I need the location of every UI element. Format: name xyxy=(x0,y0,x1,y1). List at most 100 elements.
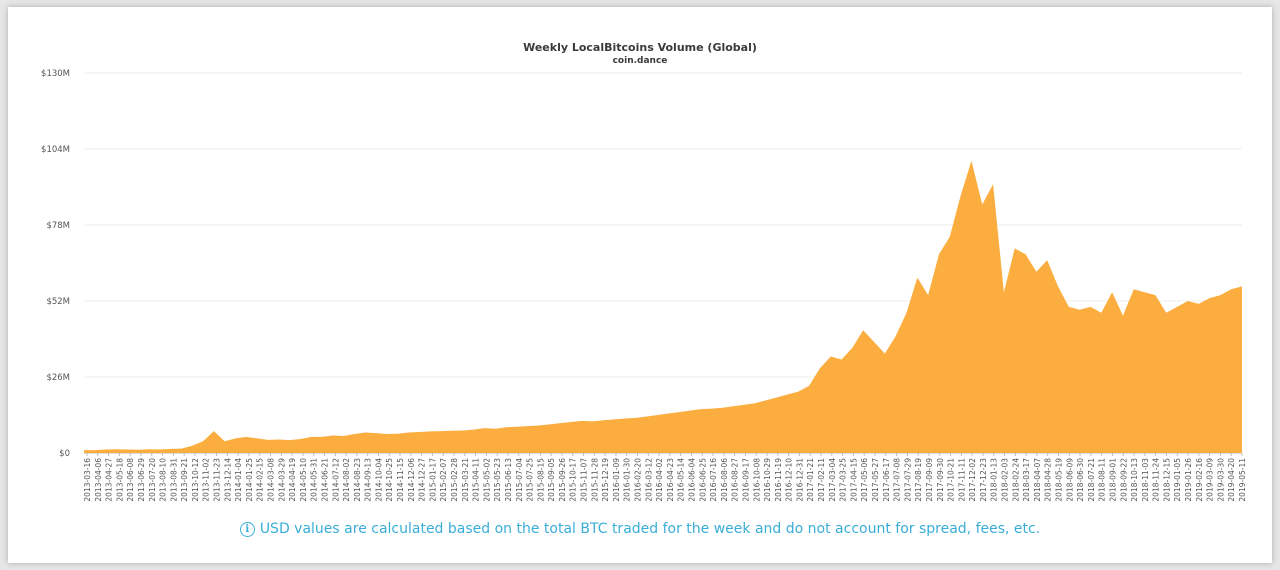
x-tick-label: 2015-06-13 xyxy=(504,458,513,502)
y-tick-label: $78M xyxy=(46,221,70,231)
x-tick-label: 2018-07-21 xyxy=(1087,458,1096,502)
x-tick-label: 2016-10-29 xyxy=(763,458,772,502)
x-tick-label: 2015-10-17 xyxy=(569,458,578,502)
volume-area-series xyxy=(84,160,1242,453)
x-tick-label: 2016-01-30 xyxy=(623,458,632,502)
x-tick-label: 2013-04-27 xyxy=(105,458,114,502)
x-tick-label: 2013-11-02 xyxy=(202,458,211,502)
x-tick-label: 2014-10-25 xyxy=(385,458,394,502)
x-tick-label: 2014-03-29 xyxy=(277,458,286,502)
x-tick-label: 2013-11-23 xyxy=(213,458,222,502)
footnote: i USD values are calculated based on the … xyxy=(8,521,1272,537)
x-tick-label: 2018-10-13 xyxy=(1130,458,1139,502)
x-tick-label: 2015-05-23 xyxy=(493,458,502,502)
x-tick-label: 2017-09-30 xyxy=(936,458,945,502)
x-tick-label: 2019-01-26 xyxy=(1184,458,1193,502)
x-tick-label: 2017-03-25 xyxy=(839,458,848,502)
y-tick-label: $52M xyxy=(46,297,70,307)
x-tick-label: 2018-06-09 xyxy=(1065,458,1074,502)
chart-title: Weekly LocalBitcoins Volume (Global) xyxy=(523,41,757,54)
x-tick-label: 2017-07-29 xyxy=(903,458,912,502)
x-tick-label: 2018-08-11 xyxy=(1098,458,1107,502)
x-tick-label: 2019-02-16 xyxy=(1195,458,1204,502)
x-tick-label: 2015-08-15 xyxy=(536,458,545,502)
x-tick-label: 2015-02-07 xyxy=(439,458,448,502)
x-tick-label: 2017-06-17 xyxy=(882,458,891,502)
x-tick-label: 2015-03-21 xyxy=(461,458,470,502)
x-tick-label: 2014-03-08 xyxy=(267,458,276,502)
x-tick-label: 2017-09-09 xyxy=(925,458,934,502)
y-tick-label: $0 xyxy=(59,449,70,459)
x-tick-label: 2018-01-13 xyxy=(990,458,999,502)
x-tick-label: 2018-12-15 xyxy=(1162,458,1171,502)
x-tick-label: 2014-06-21 xyxy=(320,458,329,502)
x-tick-label: 2014-11-15 xyxy=(396,458,405,502)
x-tick-label: 2013-05-18 xyxy=(115,458,124,502)
x-tick-label: 2016-01-09 xyxy=(612,458,621,502)
x-tick-label: 2018-03-17 xyxy=(1022,458,1031,502)
x-tick-label: 2013-07-20 xyxy=(148,458,157,502)
x-tick-label: 2014-01-25 xyxy=(245,458,254,502)
x-tick-label: 2014-08-02 xyxy=(342,458,351,502)
x-tick-label: 2017-12-23 xyxy=(979,458,988,502)
x-tick-label: 2013-08-31 xyxy=(169,458,178,502)
chart-card: Weekly LocalBitcoins Volume (Global) coi… xyxy=(8,7,1272,563)
x-tick-label: 2016-06-25 xyxy=(698,458,707,502)
x-tick-label: 2014-09-13 xyxy=(364,458,373,502)
x-tick-label: 2014-01-04 xyxy=(234,458,243,502)
x-tick-label: 2019-03-09 xyxy=(1206,458,1215,502)
x-tick-label: 2016-02-20 xyxy=(634,458,643,502)
x-tick-label: 2017-12-02 xyxy=(968,458,977,502)
x-tick-label: 2013-10-12 xyxy=(191,458,200,502)
x-tick-label: 2017-10-21 xyxy=(947,458,956,502)
x-tick-label: 2017-05-06 xyxy=(860,458,869,502)
x-tick-label: 2016-03-12 xyxy=(644,458,653,502)
x-tick-label: 2015-11-07 xyxy=(580,458,589,502)
x-tick-label: 2017-04-15 xyxy=(849,458,858,502)
x-tick-label: 2018-09-01 xyxy=(1108,458,1117,502)
x-tick-label: 2014-07-12 xyxy=(331,458,340,502)
x-tick-label: 2018-06-30 xyxy=(1076,458,1085,502)
x-tick-label: 2013-04-06 xyxy=(94,458,103,502)
x-tick-label: 2018-11-24 xyxy=(1152,458,1161,502)
x-tick-label: 2016-06-04 xyxy=(687,458,696,502)
footnote-text: USD values are calculated based on the t… xyxy=(259,521,1041,537)
x-tick-label: 2017-03-04 xyxy=(828,458,837,502)
x-tick-label: 2017-05-27 xyxy=(871,458,880,502)
x-tick-label: 2016-10-08 xyxy=(752,458,761,502)
x-tick-label: 2017-02-11 xyxy=(817,458,826,502)
x-tick-label: 2014-08-23 xyxy=(353,458,362,502)
x-tick-label: 2014-05-31 xyxy=(310,458,319,502)
x-tick-label: 2016-09-17 xyxy=(741,458,750,502)
x-tick-label: 2013-06-08 xyxy=(126,458,135,502)
x-tick-label: 2016-07-16 xyxy=(709,458,718,502)
x-tick-label: 2018-09-22 xyxy=(1119,458,1128,502)
x-tick-label: 2016-11-19 xyxy=(774,458,783,502)
x-tick-label: 2019-03-30 xyxy=(1216,458,1225,502)
x-tick-label: 2014-04-19 xyxy=(288,458,297,502)
chart-subtitle: coin.dance xyxy=(612,56,668,66)
x-tick-label: 2015-12-19 xyxy=(601,458,610,502)
x-tick-label: 2016-04-23 xyxy=(666,458,675,502)
x-tick-label: 2015-07-25 xyxy=(526,458,535,502)
info-icon: i xyxy=(239,522,255,537)
x-tick-label: 2014-12-27 xyxy=(418,458,427,502)
x-tick-label: 2017-07-08 xyxy=(893,458,902,502)
x-tick-label: 2017-11-11 xyxy=(957,458,966,502)
x-tick-label: 2013-12-14 xyxy=(223,458,232,502)
x-tick-label: 2015-01-17 xyxy=(428,458,437,502)
x-tick-label: 2019-05-11 xyxy=(1238,458,1247,502)
x-tick-label: 2018-04-07 xyxy=(1033,458,1042,502)
x-tick-label: 2018-02-03 xyxy=(1001,458,1010,502)
x-tick-label: 2015-09-05 xyxy=(547,458,556,502)
x-tick-label: 2015-04-11 xyxy=(472,458,481,502)
x-tick-label: 2017-01-21 xyxy=(806,458,815,502)
y-tick-label: $130M xyxy=(41,69,70,79)
x-tick-label: 2018-04-28 xyxy=(1044,458,1053,502)
y-tick-label: $104M xyxy=(41,145,70,155)
x-tick-label: 2018-02-24 xyxy=(1011,458,1020,502)
x-tick-label: 2018-05-19 xyxy=(1054,458,1063,502)
x-tick-label: 2019-04-20 xyxy=(1227,458,1236,502)
x-tick-label: 2015-09-26 xyxy=(558,458,567,502)
